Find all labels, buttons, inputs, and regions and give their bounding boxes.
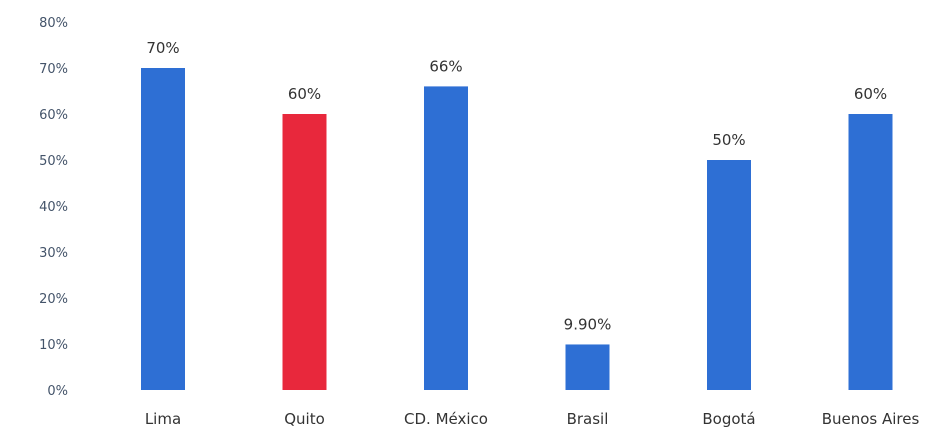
bar [565,344,610,390]
x-tick-label: Buenos Aires [822,410,920,428]
data-labels-group: 70% 60% 66% 9.90% 50% 60% [146,39,887,333]
data-label: 50% [712,131,745,149]
y-tick-label: 40% [39,200,68,215]
x-tick-label: Brasil [567,410,609,428]
x-tick-label: Quito [284,410,325,428]
y-tick-label: 60% [39,108,68,123]
x-tick-label: Bogotá [702,410,755,428]
x-tick-label: Lima [145,410,181,428]
y-tick-label: 0% [47,384,68,399]
data-label: 60% [854,85,887,103]
x-axis: Lima Quito CD. México Brasil Bogotá Buenos Ai… [145,410,920,428]
x-tick-label: CD. México [404,410,488,428]
y-tick-label: 80% [39,16,68,31]
data-label: 60% [288,85,321,103]
data-label: 9.90% [564,315,612,333]
bar [707,160,751,390]
bar [848,114,893,390]
data-label: 70% [146,39,179,57]
y-axis: 0% 10% 20% 30% 40% 50% 60% 70% 80% [39,16,68,399]
data-label: 66% [429,57,462,75]
y-tick-label: 10% [39,338,68,353]
y-tick-label: 50% [39,154,68,169]
y-tick-label: 20% [39,292,68,307]
bar [424,86,468,391]
y-tick-label: 30% [39,246,68,261]
bar [141,68,185,390]
bar [282,114,327,390]
bars-group [141,68,893,391]
y-tick-label: 70% [39,62,68,77]
